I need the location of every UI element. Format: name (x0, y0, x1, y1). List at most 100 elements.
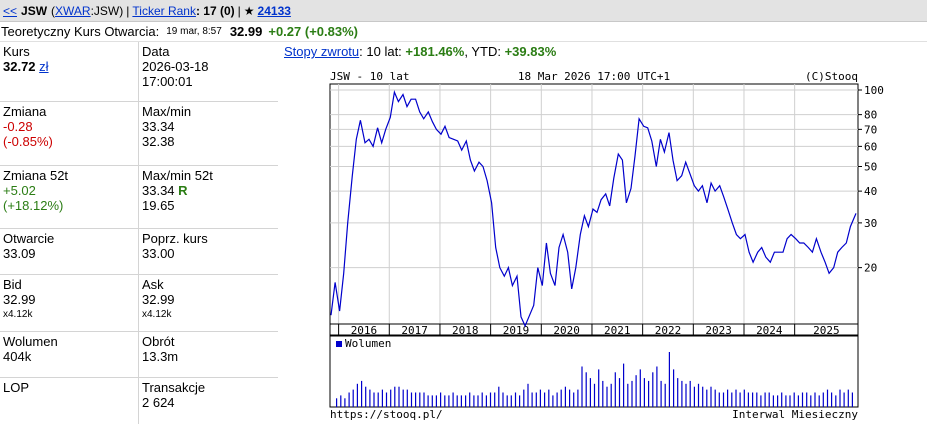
price-plot-frame (329, 83, 859, 325)
quote-row: Zmiana 52t +5.02 (+18.12%) Max/min 52t 3… (0, 166, 278, 229)
x-tick-label: 2021 (604, 324, 631, 337)
price-chart[interactable]: JSW - 10 lat 18 Mar 2026 17:00 UTC+1 (C)St… (284, 66, 924, 422)
x-tick-label: 2016 (351, 324, 378, 337)
volume-bar (569, 389, 571, 407)
quote-row: Wolumen 404k Obrót 13.3m (0, 332, 278, 378)
ticker-rank-link[interactable]: Ticker Rank (132, 3, 196, 18)
volume-bar (477, 395, 479, 407)
volume-bar (373, 392, 375, 407)
volume-bar (847, 389, 849, 407)
volume-bar (668, 352, 670, 407)
volume-bar (710, 386, 712, 407)
volume-bar (535, 392, 537, 407)
obrot-label: Obrót (142, 334, 175, 349)
y-tick-label: 80 (864, 109, 877, 122)
x-tick-label: 2025 (813, 324, 840, 337)
y-tick-label: 50 (864, 160, 877, 173)
volume-bar (664, 383, 666, 407)
volume-bar (822, 392, 824, 407)
zmiana-pct: (-0.85%) (3, 134, 53, 149)
volume-bar (756, 392, 758, 407)
separator: | (237, 3, 241, 18)
record-flag: R (178, 183, 188, 198)
x-tick-label: 2022 (655, 324, 682, 337)
volume-bar (801, 392, 804, 407)
volume-bar (519, 395, 521, 407)
max52-value: 33.34 (142, 183, 175, 198)
volume-bar (797, 395, 799, 407)
volume-bar (768, 392, 770, 407)
theoretical-open-change: +0.27 (+0.83%) (268, 24, 358, 39)
volume-bar (336, 398, 338, 407)
volume-bar (390, 389, 392, 407)
quote-row: Zmiana -0.28 (-0.85%) Max/min 33.34 32.3… (0, 102, 278, 166)
wolumen-cell: Wolumen 404k (0, 332, 138, 377)
volume-bar (839, 389, 841, 407)
market-open-paren: ( (51, 3, 56, 18)
volume-bar (385, 392, 388, 407)
volume-bar (406, 389, 408, 407)
quote-row: LOP Transakcje 2 624 (0, 378, 278, 424)
y-tick-label: 40 (864, 185, 877, 198)
y-tick-label: 60 (864, 140, 877, 153)
volume-bar (614, 372, 616, 407)
wolumen-label: Wolumen (3, 334, 58, 349)
currency-link[interactable]: zł (39, 59, 49, 74)
volume-bar (448, 395, 450, 407)
volume-bar (727, 389, 729, 407)
volume-bar (681, 380, 683, 407)
otwarcie-value: 33.09 (3, 246, 36, 261)
data-label: Data (142, 44, 170, 59)
returns-link[interactable]: Stopy zwrotu (284, 44, 360, 59)
volume-bar (851, 392, 853, 407)
obrot-value: 13.3m (142, 349, 179, 364)
separator: | (126, 3, 130, 18)
volume-bar (635, 375, 637, 407)
volume-bar (423, 392, 425, 407)
bid-value: 32.99 (3, 292, 36, 307)
volume-bar (365, 386, 367, 407)
back-link[interactable]: << (3, 3, 18, 18)
volume-bar (398, 386, 400, 407)
volume-bar (531, 392, 533, 407)
market-link[interactable]: XWAR (55, 3, 91, 18)
volume-bar (610, 383, 612, 407)
volume-bar (585, 372, 587, 407)
zmiana52-abs: +5.02 (3, 183, 36, 198)
volume-bar (660, 380, 662, 407)
market-suffix: :JSW) (90, 3, 124, 18)
volume-bar (402, 389, 404, 407)
volume-bar (826, 389, 829, 407)
lop-label: LOP (3, 380, 30, 395)
volume-bar (781, 392, 783, 407)
chart-header-left: JSW - 10 lat (330, 70, 409, 83)
volume-bar (544, 392, 546, 407)
volume-bar (806, 392, 808, 407)
data-cell: Data 2026-03-18 17:00:01 (138, 42, 276, 101)
returns-ytd: +39.83% (504, 44, 557, 59)
returns-line: Stopy zwrotu: 10 lat: +181.46%, YTD: +39… (284, 44, 924, 59)
volume-bar (440, 392, 442, 407)
min-value: 32.38 (142, 134, 175, 149)
volume-bar (552, 395, 554, 407)
star-count-link[interactable]: 24133 (257, 3, 291, 18)
volume-bar (548, 389, 550, 407)
x-tick-label: 2020 (553, 324, 580, 337)
otwarcie-cell: Otwarcie 33.09 (0, 229, 138, 274)
volume-bar (452, 392, 454, 407)
volume-bar (473, 395, 475, 407)
zmiana52-label: Zmiana 52t (3, 168, 69, 183)
volume-legend-swatch (336, 341, 342, 347)
volume-bar (693, 386, 695, 407)
volume-bar (706, 389, 708, 407)
volume-bar (639, 369, 641, 407)
quote-row: Bid 32.99 x4.12k Ask 32.99 x4.12k (0, 275, 278, 332)
bid-label: Bid (3, 277, 22, 292)
theoretical-open-datetime: 19 mar, 8:57 (166, 26, 222, 37)
maxmin52-label: Max/min 52t (142, 168, 213, 183)
volume-bar (573, 392, 575, 407)
volume-bar (340, 395, 342, 407)
volume-bar (435, 395, 437, 407)
volume-bar (752, 392, 754, 407)
y-tick-label: 20 (864, 262, 877, 275)
